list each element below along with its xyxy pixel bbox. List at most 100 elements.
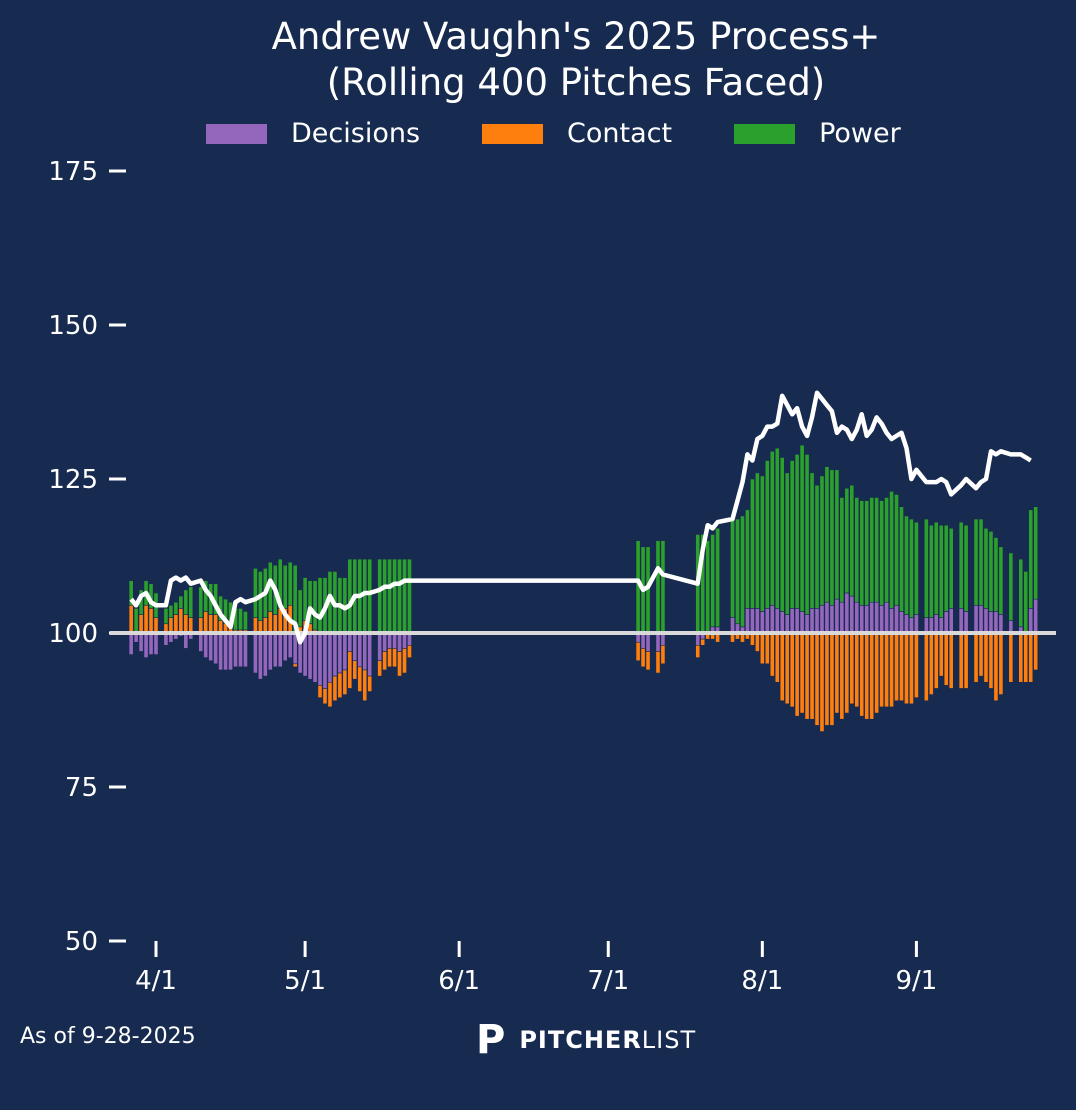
bar-power — [933, 521, 939, 615]
bar-decisions — [943, 611, 949, 634]
bar-decisions — [909, 617, 914, 634]
bar-power — [993, 537, 999, 612]
bar-contact — [695, 645, 701, 658]
bar-power — [382, 558, 388, 634]
bar-contact — [387, 648, 392, 668]
bar-contact — [899, 632, 904, 702]
bar-power — [988, 531, 994, 612]
bar-power — [397, 558, 402, 634]
bar-power — [238, 608, 243, 631]
bar-contact — [904, 632, 909, 705]
bar-decisions — [869, 601, 875, 634]
bar-decisions — [973, 604, 979, 634]
bar-power — [943, 524, 949, 612]
bar-power — [660, 540, 666, 634]
bar-contact — [814, 632, 820, 726]
bar-contact — [799, 632, 805, 714]
bar-contact — [839, 632, 845, 720]
bar-decisions — [978, 604, 984, 634]
bar-contact — [809, 632, 815, 720]
bar-decisions — [367, 632, 373, 677]
bar-decisions — [198, 632, 204, 652]
legend-item-power: Power — [734, 118, 901, 149]
bar-power — [347, 558, 353, 634]
bar-decisions — [998, 614, 1004, 634]
bar-decisions — [128, 632, 134, 655]
bar-decisions — [745, 608, 750, 634]
bar-contact — [635, 641, 641, 662]
logo-text-light: LIST — [641, 1026, 697, 1054]
bar-power — [769, 450, 775, 606]
bar-contact — [173, 614, 179, 634]
bar-decisions — [789, 608, 795, 634]
bar-decisions — [362, 632, 368, 671]
bar-decisions — [759, 611, 765, 634]
bar-contact — [347, 651, 353, 689]
bar-contact — [914, 632, 919, 698]
chart-title: Andrew Vaughn's 2025 Process+ (Rolling 4… — [0, 14, 1076, 106]
bar-contact — [978, 632, 984, 677]
bar-contact — [794, 632, 800, 717]
bar-decisions — [839, 601, 845, 634]
bar-contact — [178, 608, 184, 634]
bar-power — [759, 475, 765, 612]
bar-power — [128, 580, 134, 606]
x-tick-label: 7/1 — [587, 966, 629, 996]
bar-decisions — [233, 632, 238, 668]
bar-decisions — [228, 632, 233, 671]
bar-decisions — [879, 604, 885, 634]
bar-decisions — [317, 632, 323, 686]
bar-contact — [1018, 632, 1024, 683]
bar-contact — [923, 632, 929, 702]
bar-decisions — [854, 601, 860, 634]
bar-decisions — [640, 632, 646, 649]
bar-decisions — [958, 608, 964, 634]
bar-power — [163, 608, 169, 625]
bar-decisions — [754, 608, 760, 634]
bar-contact — [988, 632, 994, 689]
bar-contact — [660, 645, 666, 665]
bar-power — [998, 546, 1004, 615]
bar-contact — [769, 632, 775, 677]
bar-power — [819, 475, 825, 606]
bar-decisions — [342, 632, 348, 671]
bar-decisions — [819, 604, 825, 634]
bar-decisions — [769, 604, 775, 634]
legend-swatch-power — [734, 123, 796, 144]
bar-decisions — [262, 632, 268, 677]
bar-decisions — [899, 611, 904, 634]
bar-power — [198, 586, 204, 618]
bar-power — [1033, 506, 1039, 600]
bar-contact — [143, 604, 149, 634]
bar-decisions — [914, 614, 919, 634]
x-axis: 4/1 5/1 6/1 7/1 8/1 9/1 — [135, 941, 937, 996]
bar-power — [1028, 509, 1034, 609]
bar-power — [804, 454, 810, 615]
bar-power — [928, 524, 934, 618]
bar-power — [302, 577, 308, 621]
bar-decisions — [203, 632, 209, 658]
bar-power — [307, 580, 313, 625]
bar-contact — [938, 632, 944, 677]
bar-decisions — [933, 614, 939, 634]
legend-swatch-decisions — [206, 123, 267, 144]
bar-decisions — [923, 617, 929, 634]
bar-contact — [1028, 632, 1034, 683]
bar-power — [809, 472, 815, 609]
bar-decisions — [183, 632, 189, 649]
legend-label-decisions: Decisions — [291, 118, 421, 149]
bar-power — [983, 527, 989, 609]
process-plus-line — [129, 390, 1032, 645]
bar-decisions — [983, 608, 989, 634]
bar-power — [978, 518, 984, 606]
bar-power — [407, 558, 412, 634]
bar-power — [894, 494, 899, 606]
bar-decisions — [824, 601, 830, 634]
bar-contact — [198, 617, 204, 634]
bar-decisions — [392, 632, 397, 649]
as-of-date: As of 9-28-2025 — [20, 1024, 196, 1049]
bar-power — [854, 497, 860, 603]
bar-power — [297, 589, 303, 628]
chart-title-line1: Andrew Vaughn's 2025 Process+ — [271, 15, 881, 58]
bar-contact — [824, 632, 830, 726]
